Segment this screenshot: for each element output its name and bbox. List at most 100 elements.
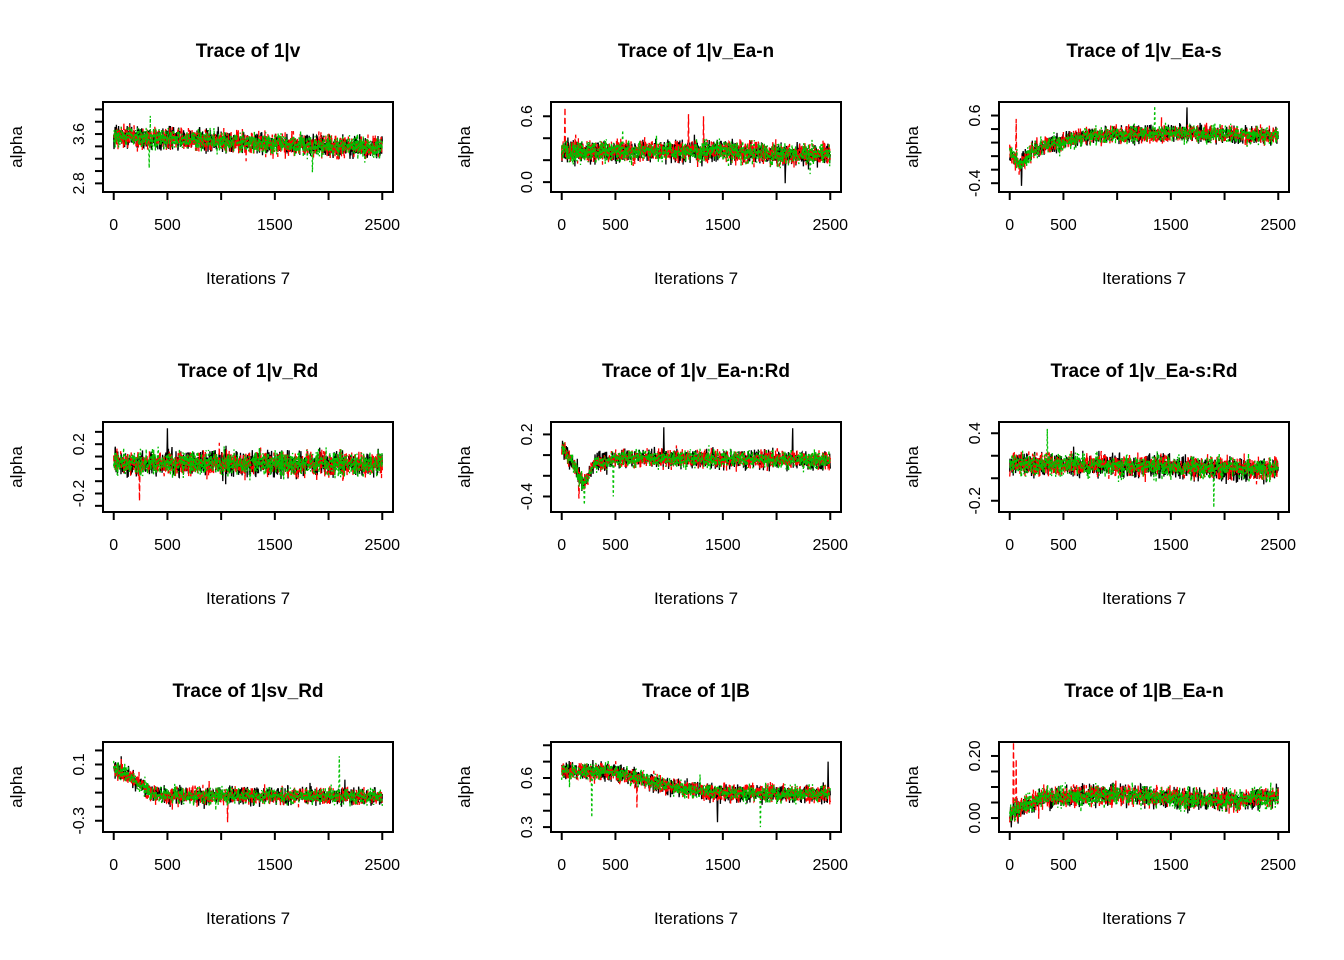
trace-plot-canvas: Trace of 1|v_Ea-s alpha Iterations 7 0 50… bbox=[903, 41, 1296, 288]
svg-text:-0.2: -0.2 bbox=[71, 480, 88, 508]
trace-plot-canvas: Trace of 1|v_Ea-s:Rd alpha Iterations 7 … bbox=[903, 361, 1296, 608]
svg-text:2.8: 2.8 bbox=[71, 172, 88, 194]
x-axis-label: Iterations 7 bbox=[1102, 269, 1186, 288]
trace-chain-3 bbox=[113, 756, 383, 811]
svg-text:-0.4: -0.4 bbox=[967, 169, 984, 197]
trace-chain-3 bbox=[561, 442, 831, 505]
trace-chain-2 bbox=[561, 441, 831, 499]
trace-chain-3 bbox=[1009, 428, 1279, 508]
trace-lines bbox=[1009, 742, 1279, 828]
plot-axes: 0 500 1500 2500 0.3 0.6 bbox=[519, 741, 848, 874]
svg-text:3.6: 3.6 bbox=[71, 123, 88, 145]
svg-text:0: 0 bbox=[557, 537, 566, 554]
svg-text:0: 0 bbox=[1005, 217, 1014, 234]
trace-lines bbox=[1009, 428, 1279, 508]
plot-axes: 0 500 1500 2500 -0.2 0.4 bbox=[967, 421, 1296, 554]
svg-text:0.6: 0.6 bbox=[967, 104, 984, 126]
trace-lines bbox=[1009, 106, 1279, 186]
x-axis-label: Iterations 7 bbox=[1102, 909, 1186, 928]
svg-text:0: 0 bbox=[1005, 537, 1014, 554]
x-axis-label: Iterations 7 bbox=[654, 269, 738, 288]
trace-plot-canvas: Trace of 1|B alpha Iterations 7 0 500 1500… bbox=[455, 681, 848, 928]
y-axis-label: alpha bbox=[7, 126, 26, 168]
y-axis-label: alpha bbox=[455, 126, 474, 168]
plot-title: Trace of 1|v_Ea-s bbox=[1066, 41, 1221, 62]
trace-plot-canvas: Trace of 1|v_Ea-n:Rd alpha Iterations 7 … bbox=[455, 361, 848, 608]
y-axis-label: alpha bbox=[455, 446, 474, 488]
trace-lines bbox=[561, 107, 831, 184]
trace-chain-3 bbox=[113, 115, 383, 173]
trace-lines bbox=[113, 428, 383, 501]
plot-title: Trace of 1|v_Ea-n bbox=[618, 41, 774, 62]
svg-text:0: 0 bbox=[109, 857, 118, 874]
svg-text:1500: 1500 bbox=[1153, 857, 1189, 874]
svg-text:0: 0 bbox=[1005, 857, 1014, 874]
trace-plot-cell: Trace of 1|sv_Rd alpha Iterations 7 0 500… bbox=[0, 640, 448, 960]
svg-text:0: 0 bbox=[109, 217, 118, 234]
svg-text:-0.2: -0.2 bbox=[967, 487, 984, 515]
trace-plot-cell: Trace of 1|v_Ea-n alpha Iterations 7 0 50… bbox=[448, 0, 896, 320]
trace-plot-canvas: Trace of 1|sv_Rd alpha Iterations 7 0 500… bbox=[7, 681, 400, 928]
trace-plot-cell: Trace of 1|B alpha Iterations 7 0 500 1500… bbox=[448, 640, 896, 960]
svg-text:2500: 2500 bbox=[1260, 537, 1296, 554]
svg-text:0.0: 0.0 bbox=[519, 171, 536, 193]
trace-chain-1 bbox=[113, 756, 383, 809]
plot-axes: 0 500 1500 2500 -0.4 0.6 bbox=[967, 101, 1296, 234]
svg-text:2500: 2500 bbox=[1260, 217, 1296, 234]
svg-text:2500: 2500 bbox=[364, 217, 400, 234]
x-axis-label: Iterations 7 bbox=[654, 589, 738, 608]
plot-axes: 0 500 1500 2500 0.0 0.6 bbox=[519, 101, 848, 234]
trace-chain-3 bbox=[561, 130, 831, 175]
trace-lines bbox=[113, 756, 383, 823]
trace-chain-2 bbox=[1009, 742, 1279, 823]
x-axis-label: Iterations 7 bbox=[206, 269, 290, 288]
y-axis-label: alpha bbox=[903, 766, 922, 808]
trace-chain-3 bbox=[1009, 782, 1279, 822]
y-axis-label: alpha bbox=[7, 446, 26, 488]
svg-text:0.20: 0.20 bbox=[967, 740, 984, 771]
trace-plot-cell: Trace of 1|B_Ea-n alpha Iterations 7 0 50… bbox=[896, 640, 1344, 960]
svg-text:0.6: 0.6 bbox=[519, 767, 536, 789]
svg-text:0.00: 0.00 bbox=[967, 802, 984, 833]
plot-title: Trace of 1|v_Ea-n:Rd bbox=[602, 361, 790, 382]
svg-text:500: 500 bbox=[154, 537, 181, 554]
svg-text:1500: 1500 bbox=[257, 537, 293, 554]
svg-text:500: 500 bbox=[1050, 217, 1077, 234]
svg-text:0.2: 0.2 bbox=[519, 423, 536, 445]
svg-text:2500: 2500 bbox=[812, 857, 848, 874]
x-axis-label: Iterations 7 bbox=[654, 909, 738, 928]
trace-plot-cell: Trace of 1|v_Ea-s:Rd alpha Iterations 7 … bbox=[896, 320, 1344, 640]
plot-axes: 0 500 1500 2500 2.8 3.6 bbox=[71, 101, 400, 234]
plot-axes: 0 500 1500 2500 0.00 0.20 bbox=[967, 740, 1296, 874]
svg-text:2500: 2500 bbox=[812, 537, 848, 554]
svg-text:2500: 2500 bbox=[812, 217, 848, 234]
plot-title: Trace of 1|B_Ea-n bbox=[1064, 681, 1224, 702]
svg-text:0: 0 bbox=[109, 537, 118, 554]
svg-text:0.4: 0.4 bbox=[967, 422, 984, 444]
y-axis-label: alpha bbox=[455, 766, 474, 808]
trace-plot-canvas: Trace of 1|v_Ea-n alpha Iterations 7 0 50… bbox=[455, 41, 848, 288]
svg-text:0: 0 bbox=[557, 217, 566, 234]
svg-text:500: 500 bbox=[1050, 857, 1077, 874]
svg-text:1500: 1500 bbox=[1153, 537, 1189, 554]
trace-chain-3 bbox=[1009, 106, 1279, 170]
y-axis-label: alpha bbox=[903, 446, 922, 488]
trace-chain-2 bbox=[561, 761, 831, 808]
svg-text:0: 0 bbox=[557, 857, 566, 874]
svg-text:0.1: 0.1 bbox=[71, 753, 88, 775]
trace-lines bbox=[561, 759, 831, 828]
svg-text:500: 500 bbox=[154, 857, 181, 874]
svg-text:-0.3: -0.3 bbox=[71, 807, 88, 835]
x-axis-label: Iterations 7 bbox=[1102, 589, 1186, 608]
trace-plot-cell: Trace of 1|v_Rd alpha Iterations 7 0 500 1… bbox=[0, 320, 448, 640]
svg-text:0.3: 0.3 bbox=[519, 816, 536, 838]
svg-text:1500: 1500 bbox=[705, 217, 741, 234]
trace-plot-canvas: Trace of 1|v alpha Iterations 7 0 500 1500… bbox=[7, 41, 400, 288]
svg-text:2500: 2500 bbox=[364, 537, 400, 554]
svg-text:1500: 1500 bbox=[705, 857, 741, 874]
svg-text:500: 500 bbox=[602, 537, 629, 554]
trace-plot-cell: Trace of 1|v_Ea-n:Rd alpha Iterations 7 … bbox=[448, 320, 896, 640]
trace-lines bbox=[561, 427, 831, 505]
plot-title: Trace of 1|v_Ea-s:Rd bbox=[1051, 361, 1238, 382]
